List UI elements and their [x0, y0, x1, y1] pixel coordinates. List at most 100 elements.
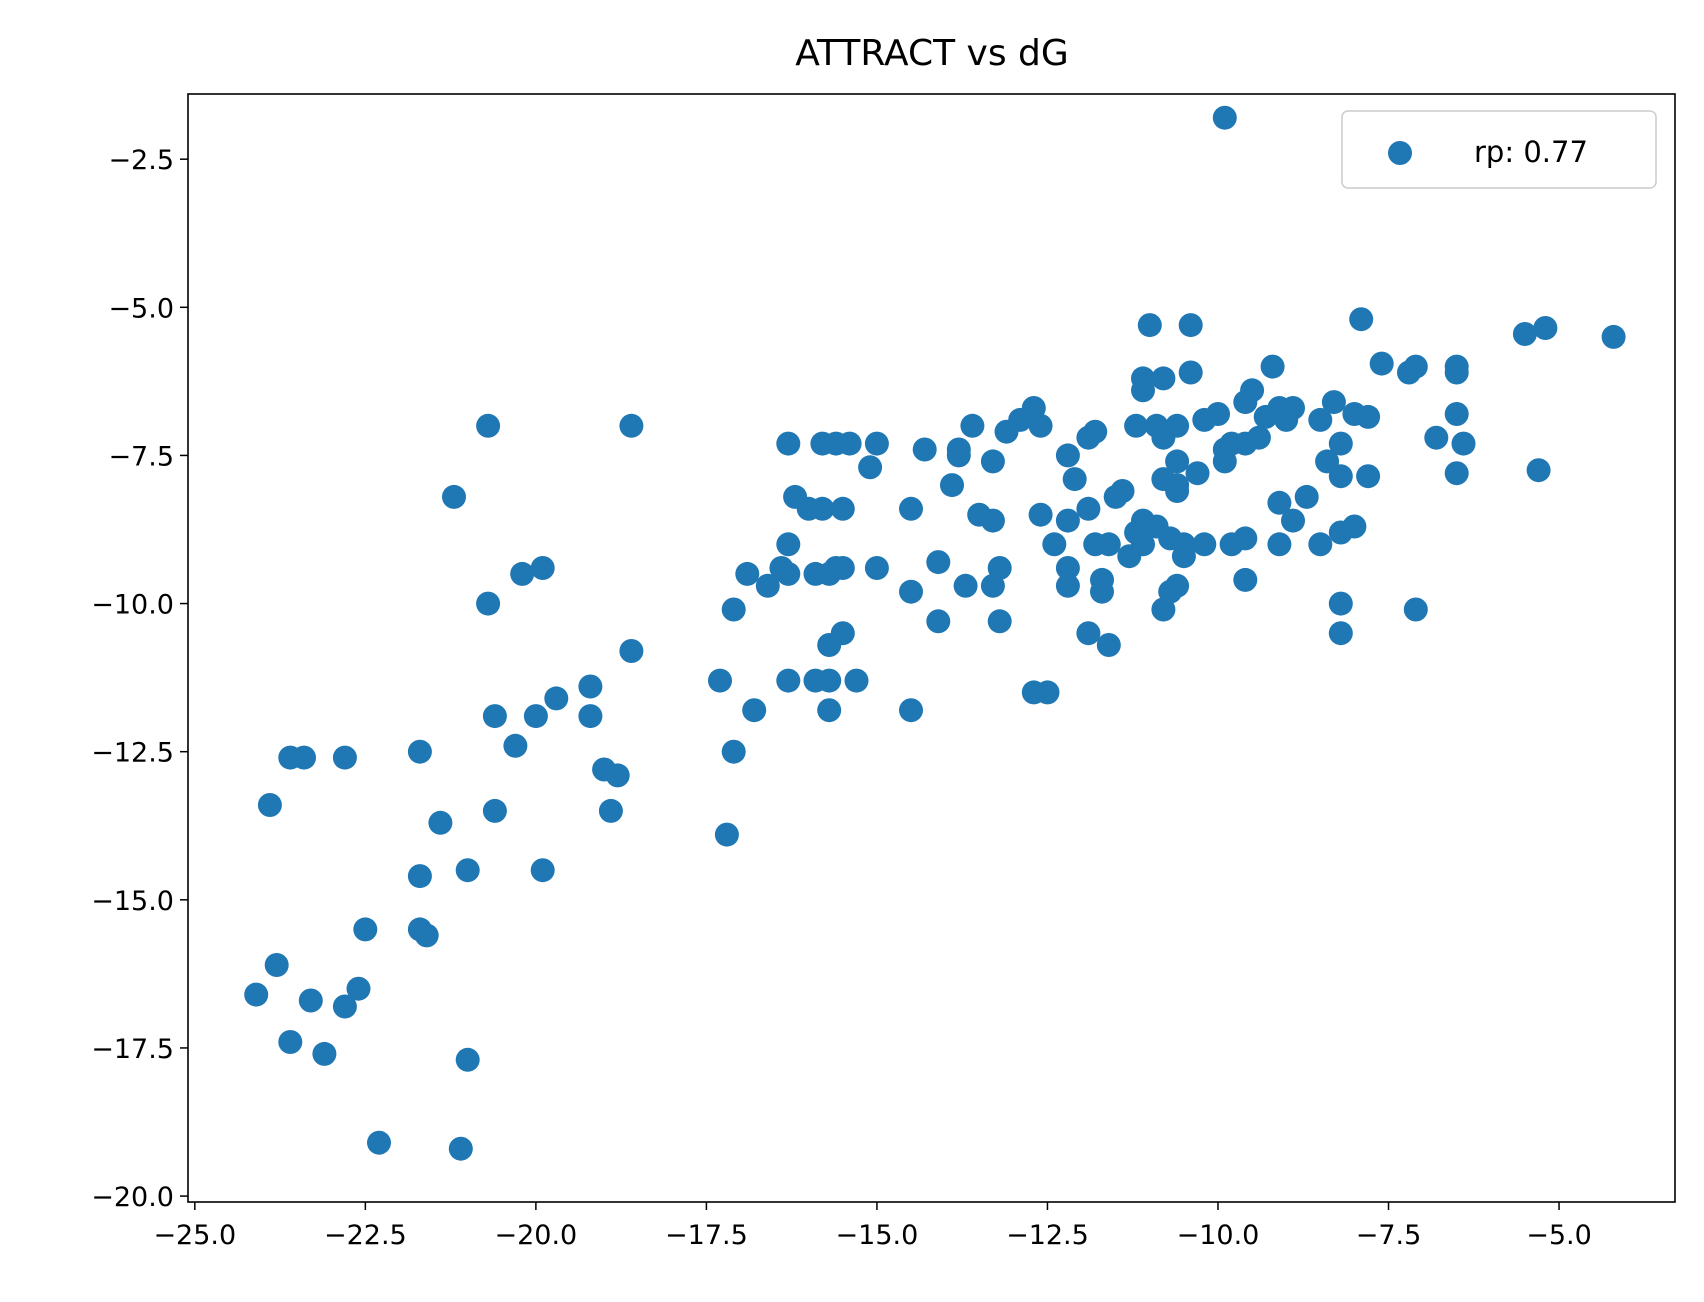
data-point-0-79: [442, 484, 466, 509]
data-point-0-123: [476, 591, 501, 616]
data-point-0-87: [1028, 502, 1053, 527]
data-point-0-162: [407, 739, 432, 764]
data-point-0-181: [298, 988, 323, 1013]
data-point-0-46: [1451, 431, 1476, 456]
data-point-0-63: [1444, 461, 1469, 486]
data-point-0-145: [708, 668, 732, 693]
data-point-0-141: [1328, 621, 1353, 646]
data-point-0-158: [578, 704, 603, 729]
data-point-0-6: [1178, 313, 1203, 338]
data-point-0-140: [1096, 633, 1121, 657]
data-point-0-183: [332, 994, 357, 1019]
data-point-0-149: [844, 668, 869, 693]
x-tick-label: −12.5: [1006, 1220, 1089, 1251]
data-point-0-34: [960, 413, 985, 438]
data-point-0-110: [926, 550, 951, 575]
data-point-0-11: [1444, 360, 1469, 385]
data-point-0-81: [619, 413, 644, 438]
data-point-0-143: [817, 633, 842, 657]
y-tick-label: −10.0: [91, 590, 174, 621]
x-tick-label: −17.5: [665, 1220, 748, 1251]
data-point-0-130: [899, 579, 923, 604]
data-point-0-70: [1062, 467, 1087, 492]
y-tick-label: −12.5: [91, 738, 174, 769]
data-point-0-85: [1076, 496, 1101, 521]
data-point-0-2: [1533, 316, 1558, 340]
data-point-0-182: [346, 976, 371, 1001]
data-point-0-86: [1055, 508, 1080, 533]
data-point-0-66: [1185, 461, 1210, 486]
data-point-0-77: [830, 496, 855, 521]
data-point-0-151: [742, 698, 767, 723]
data-point-0-32: [1028, 413, 1053, 438]
data-point-0-89: [967, 502, 992, 527]
data-point-0-18: [1233, 390, 1258, 415]
data-point-0-119: [735, 561, 760, 586]
data-point-0-1: [1601, 324, 1626, 349]
data-point-0-173: [455, 858, 480, 883]
x-tick-label: −25.0: [153, 1220, 236, 1251]
data-point-0-111: [864, 556, 889, 580]
data-point-0-185: [312, 1041, 337, 1066]
data-point-0-137: [926, 609, 951, 634]
data-point-0-48: [776, 431, 801, 456]
data-point-0-65: [1328, 464, 1353, 489]
data-point-0-128: [980, 573, 1005, 598]
data-point-0-154: [1035, 680, 1060, 705]
data-point-0-124: [1233, 567, 1258, 592]
data-point-0-4: [1349, 307, 1374, 332]
x-tick-label: −20.0: [495, 1220, 578, 1251]
data-point-0-56: [1055, 443, 1080, 468]
data-point-0-84: [1281, 508, 1305, 533]
x-tick-label: −10.0: [1177, 1220, 1260, 1251]
y-tick-label: −20.0: [91, 1182, 174, 1213]
data-point-0-180: [244, 982, 269, 1007]
data-point-0-12: [1260, 354, 1285, 379]
data-point-0-15: [1178, 360, 1203, 385]
data-point-0-40: [1076, 425, 1101, 450]
data-point-0-108: [1055, 556, 1080, 580]
data-point-0-58: [858, 455, 883, 480]
data-point-0-175: [407, 864, 432, 889]
data-point-0-144: [619, 639, 644, 663]
data-point-0-104: [1096, 532, 1121, 557]
data-point-0-188: [448, 1136, 473, 1161]
data-point-0-178: [414, 923, 439, 948]
data-point-0-71: [940, 473, 964, 498]
legend-label: rp: 0.77: [1474, 135, 1588, 169]
data-point-0-54: [946, 443, 971, 468]
y-tick-label: −7.5: [108, 441, 174, 472]
data-point-0-16: [1131, 378, 1155, 403]
data-point-0-176: [353, 917, 378, 942]
data-point-0-80: [476, 413, 501, 438]
data-point-0-69: [1165, 479, 1190, 503]
data-point-0-127: [1055, 573, 1080, 598]
data-point-0-14: [1151, 366, 1176, 391]
data-point-0-161: [503, 733, 528, 758]
data-point-0-44: [1246, 425, 1271, 450]
data-point-0-45: [1424, 425, 1449, 450]
data-point-0-129: [953, 573, 978, 598]
data-point-0-160: [721, 739, 746, 764]
data-point-0-5: [1137, 313, 1162, 338]
data-point-0-101: [1342, 514, 1367, 539]
x-axis: −25.0 −22.5 −20.0 −17.5 −15.0 −12.5 −10.0 −7.5 −…: [153, 1202, 1592, 1251]
points-layer: [244, 105, 1626, 1161]
data-point-0-146: [776, 668, 801, 693]
legend-box: [1341, 110, 1657, 189]
data-point-0-148: [817, 668, 842, 693]
data-point-0-21: [1321, 390, 1346, 415]
data-point-0-106: [1131, 532, 1155, 557]
data-point-0-55: [912, 437, 937, 462]
data-point-0-38: [1151, 425, 1176, 450]
data-point-0-167: [605, 763, 630, 788]
data-point-0-82: [1267, 490, 1292, 515]
data-point-0-152: [899, 698, 923, 723]
data-point-0-169: [482, 798, 507, 823]
data-point-0-7: [1369, 351, 1394, 376]
plot-frame: [187, 93, 1676, 1203]
data-point-0-172: [714, 822, 739, 847]
data-point-0-165: [292, 745, 316, 770]
data-point-0-47: [1328, 431, 1353, 456]
